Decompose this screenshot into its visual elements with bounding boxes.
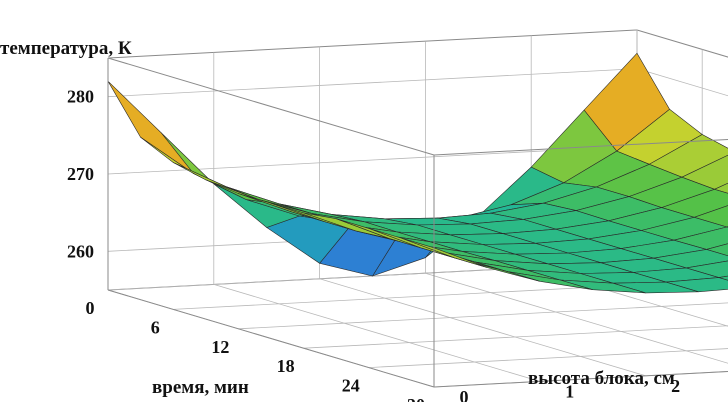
- x-tick-label: 24: [342, 376, 360, 396]
- x-axis-title: время, мин: [152, 377, 249, 398]
- grid-line: [238, 302, 728, 330]
- surface-patch: [713, 182, 728, 194]
- surface-patch: [718, 275, 728, 281]
- grid-line: [319, 278, 646, 377]
- y-tick-label: 2: [671, 376, 680, 396]
- y-tick-label: 0: [460, 387, 469, 402]
- grid-line: [213, 284, 540, 382]
- x-tick-label: 0: [86, 298, 95, 318]
- surface-patch: [705, 243, 728, 257]
- box-edge: [433, 370, 728, 388]
- box-edge: [107, 289, 435, 388]
- grid-line: [368, 348, 728, 368]
- box-edge: [636, 29, 728, 58]
- grid-line: [107, 68, 638, 98]
- z-tick-label: 280: [67, 87, 94, 107]
- box-edge: [107, 29, 638, 59]
- box-edge: [433, 138, 728, 156]
- z-tick-label: 260: [67, 241, 94, 261]
- box-edge: [107, 57, 435, 156]
- z-tick-label: 270: [67, 164, 94, 184]
- surface-patch: [401, 237, 488, 268]
- surface-mesh: [107, 52, 728, 294]
- chart-box-front: [107, 57, 728, 388]
- x-tick-label: 30: [407, 395, 425, 402]
- grid-line: [636, 68, 728, 97]
- y-tick-label: 1: [565, 381, 574, 401]
- y-axis-title: высота блока, см: [528, 368, 675, 389]
- x-tick-label: 12: [211, 337, 229, 357]
- tick-labels: 0612182430012345260270280: [67, 87, 680, 402]
- x-tick-label: 6: [151, 317, 160, 337]
- surface-patch: [107, 80, 194, 174]
- z-axis-title: температура, К: [0, 38, 132, 59]
- grid-line: [425, 272, 728, 364]
- grid-line: [303, 325, 728, 349]
- x-tick-label: 18: [277, 356, 295, 376]
